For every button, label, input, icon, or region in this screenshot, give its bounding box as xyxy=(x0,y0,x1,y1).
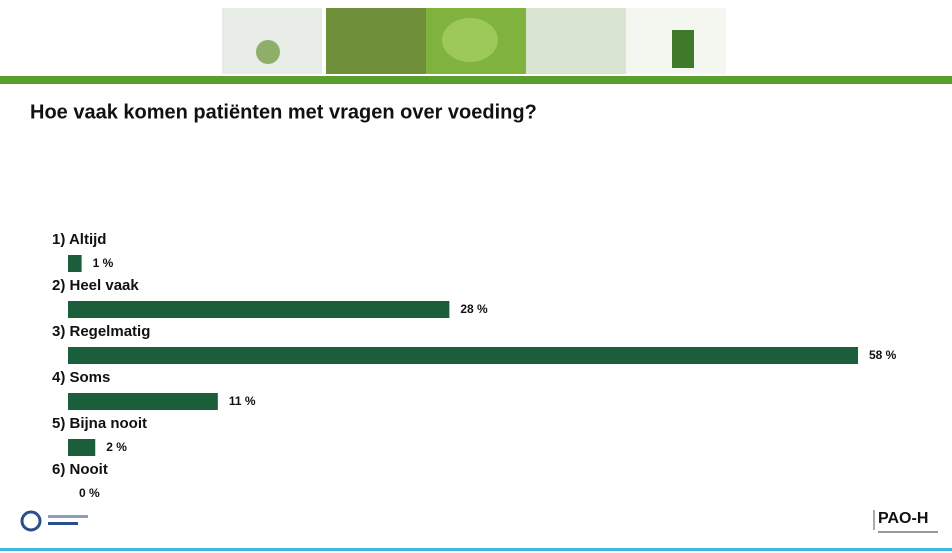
banner-image xyxy=(672,30,694,68)
value-label: 11 % xyxy=(229,394,256,408)
header-rule xyxy=(0,76,952,84)
chart-title: Hoe vaak komen patiënten met vragen over… xyxy=(30,101,537,123)
value-label: 58 % xyxy=(869,348,897,362)
banner-image xyxy=(326,8,426,74)
footer-logo: PAO-H xyxy=(878,510,928,527)
logo-mark xyxy=(20,510,42,532)
plot: 1) Altijd 1 % 2) Heel vaak 28 % 3) Regelmati… xyxy=(52,231,897,500)
logo-text xyxy=(48,522,78,525)
bar xyxy=(68,393,218,410)
logo-tagline xyxy=(878,531,938,533)
logo-text xyxy=(48,515,88,518)
banner-image xyxy=(526,8,626,74)
banner-image xyxy=(442,18,498,62)
value-label: 28 % xyxy=(460,302,488,316)
footer-rule xyxy=(0,548,952,551)
category-label: 5) Bijna nooit xyxy=(52,415,147,432)
value-label: 0 % xyxy=(79,486,100,500)
bar xyxy=(68,301,450,318)
value-label: 1 % xyxy=(93,256,114,270)
footer-left-logo xyxy=(20,510,88,532)
banner xyxy=(222,8,726,74)
category-label: 3) Regelmatig xyxy=(52,323,150,340)
category-label: 1) Altijd xyxy=(52,231,106,248)
bar xyxy=(68,255,82,272)
category-label: 4) Soms xyxy=(52,369,110,386)
category-label: 6) Nooit xyxy=(52,461,108,478)
bar xyxy=(68,347,858,364)
category-label: 2) Heel vaak xyxy=(52,277,139,294)
bar xyxy=(68,439,96,456)
value-label: 2 % xyxy=(106,440,127,454)
banner-image xyxy=(256,40,280,64)
